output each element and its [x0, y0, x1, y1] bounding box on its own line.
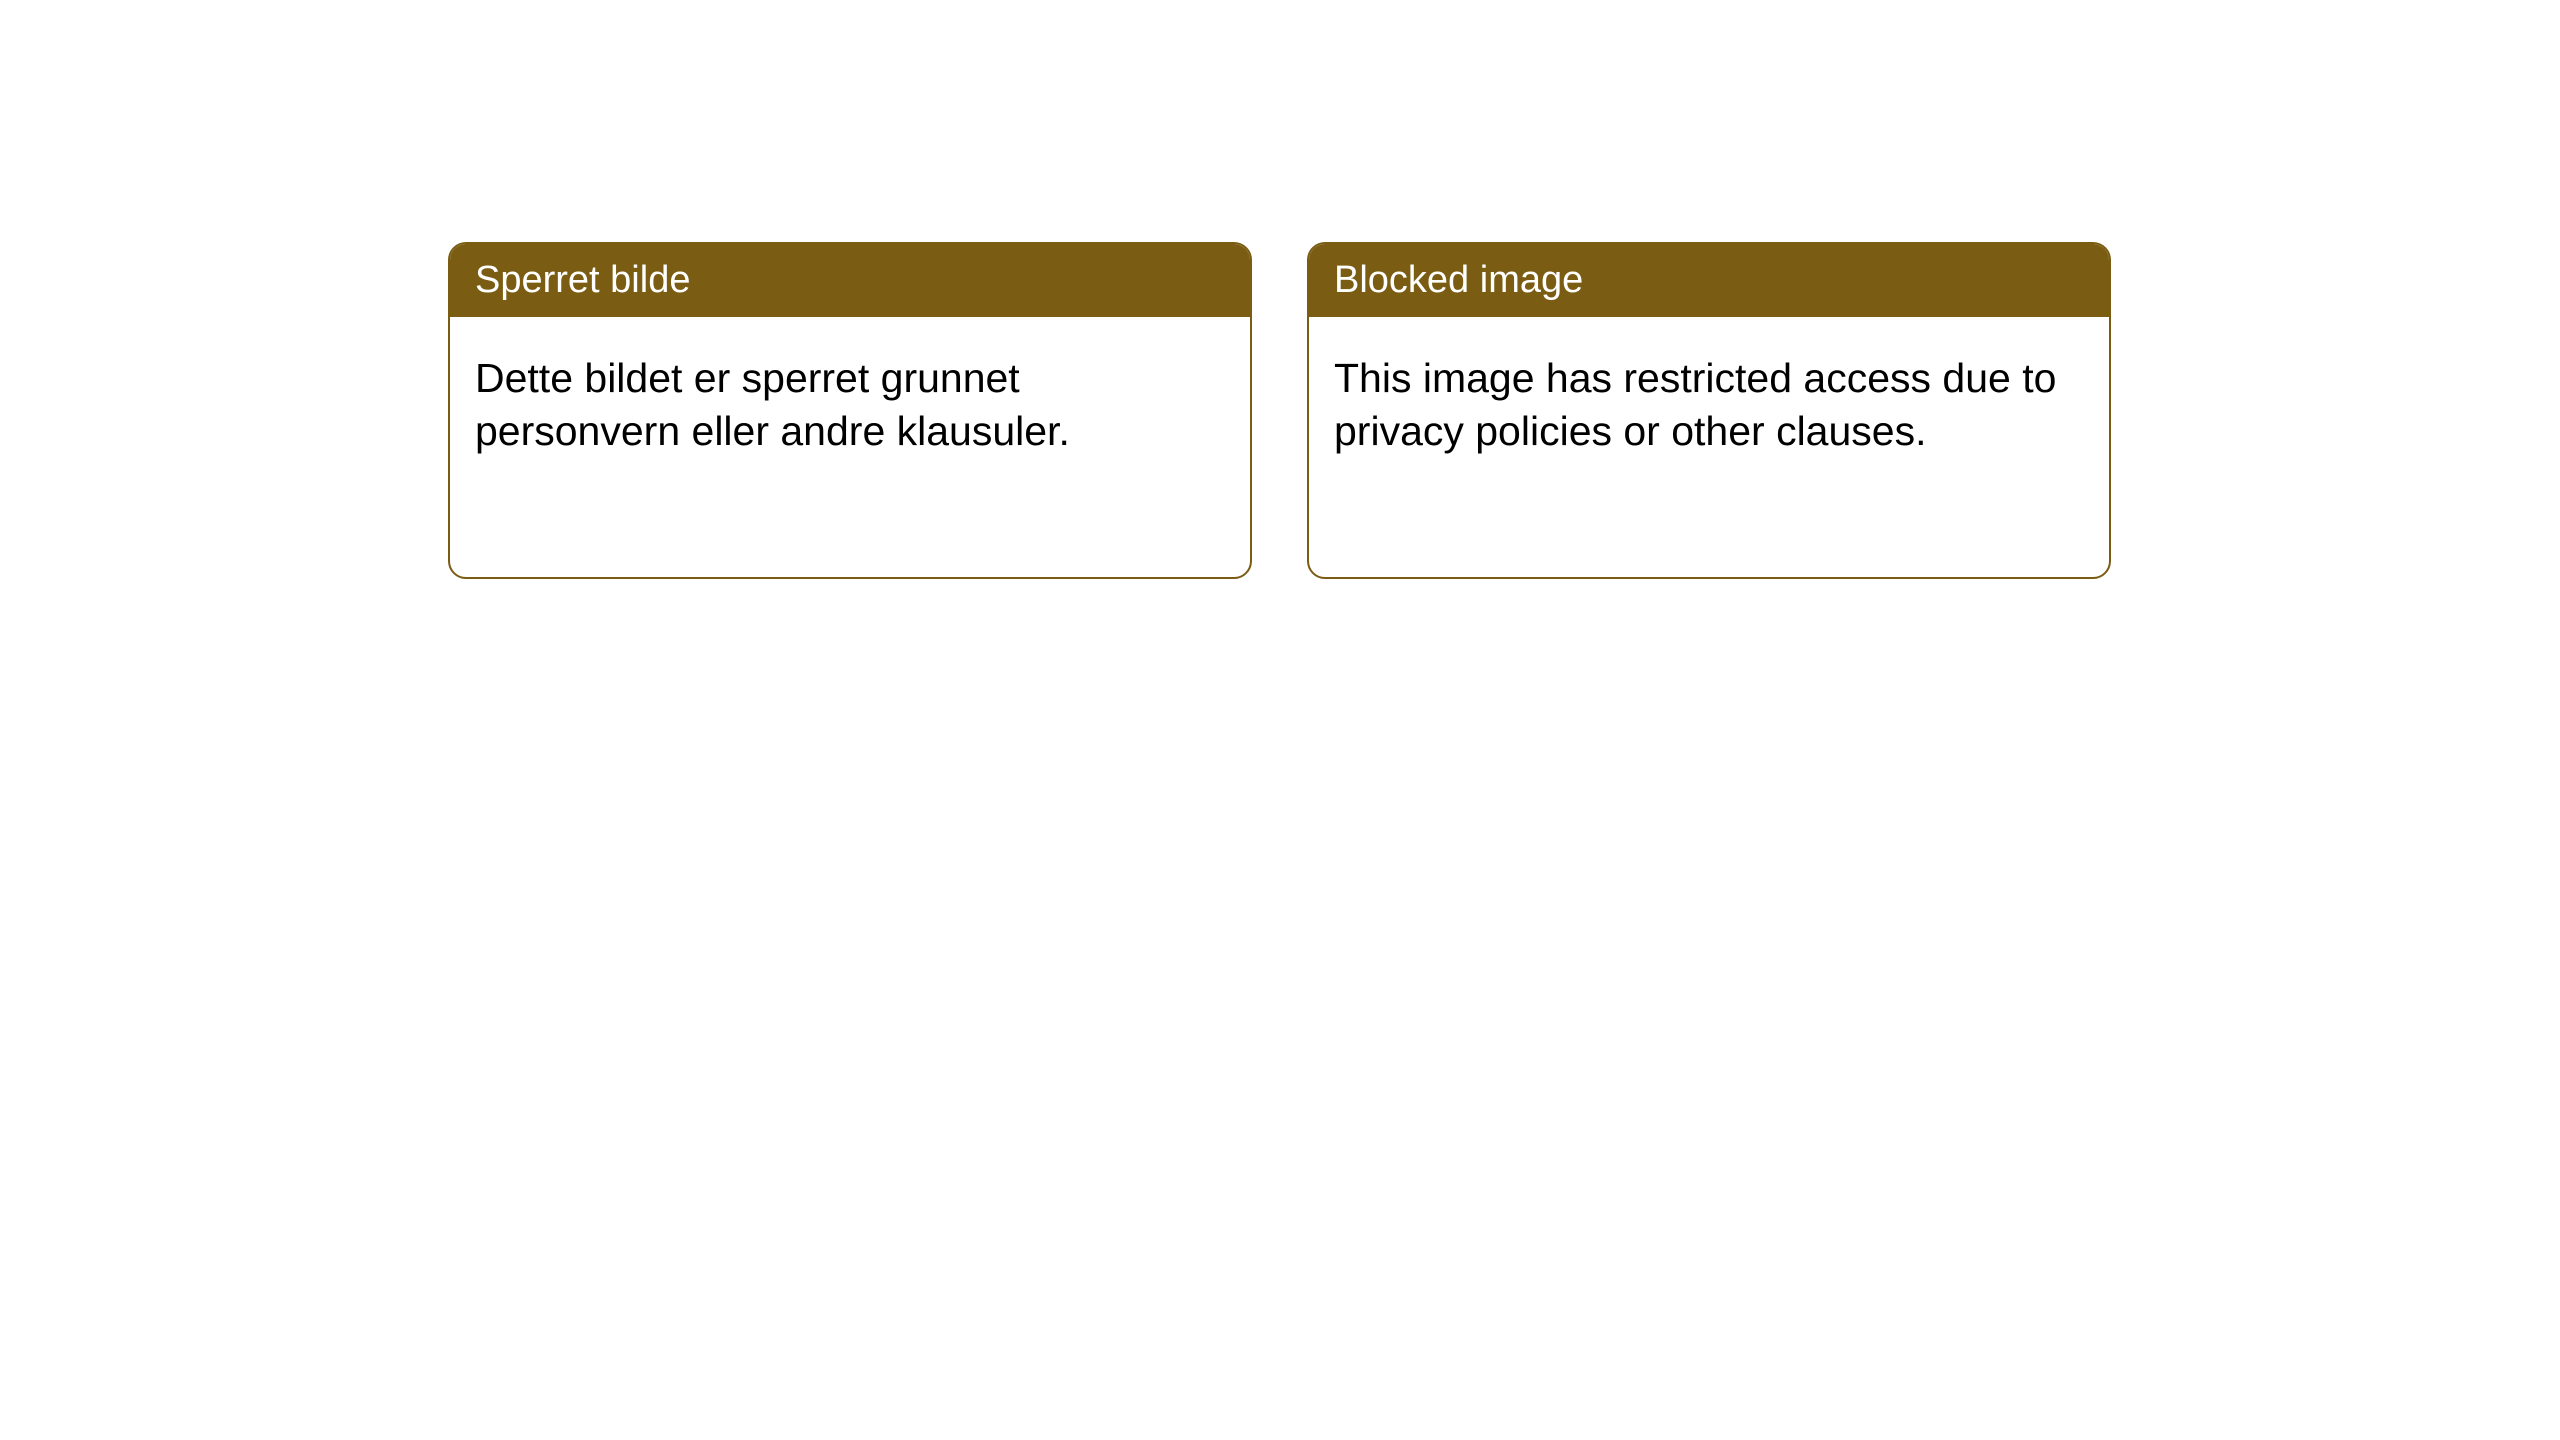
notice-panel-english: Blocked image This image has restricted …	[1307, 242, 2111, 579]
panel-title: Blocked image	[1334, 259, 1583, 301]
panel-header: Sperret bilde	[450, 244, 1250, 317]
panel-body: This image has restricted access due to …	[1309, 317, 2109, 494]
notice-panel-norwegian: Sperret bilde Dette bildet er sperret gr…	[448, 242, 1252, 579]
notice-panels-container: Sperret bilde Dette bildet er sperret gr…	[448, 242, 2111, 579]
panel-body: Dette bildet er sperret grunnet personve…	[450, 317, 1250, 494]
panel-title: Sperret bilde	[475, 259, 690, 301]
panel-body-text: This image has restricted access due to …	[1334, 355, 2056, 454]
panel-body-text: Dette bildet er sperret grunnet personve…	[475, 355, 1070, 454]
panel-header: Blocked image	[1309, 244, 2109, 317]
